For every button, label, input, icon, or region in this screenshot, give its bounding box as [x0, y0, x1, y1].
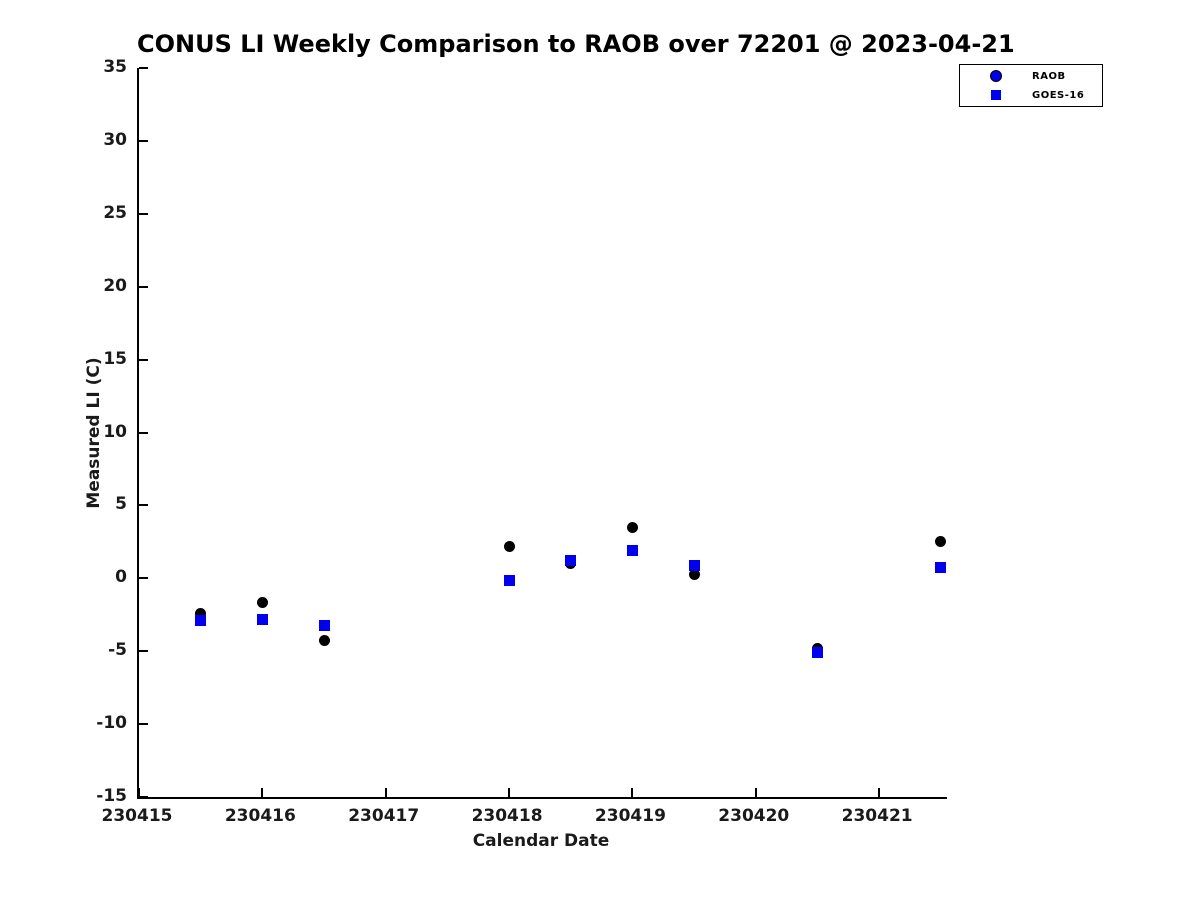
y-axis-tick-label: 0 — [115, 567, 127, 588]
x-axis-tick — [261, 788, 264, 797]
x-axis-tick — [754, 788, 757, 797]
y-axis-tick-label: 5 — [115, 494, 127, 515]
y-axis-tick — [139, 650, 148, 653]
x-axis-tick — [631, 788, 634, 797]
y-axis-tick — [139, 139, 148, 142]
goes16-data-marker — [503, 574, 515, 586]
raob-data-marker — [195, 607, 207, 619]
x-axis-tick-label: 230416 — [224, 806, 296, 826]
legend-item-raob: RAOB — [960, 68, 1102, 84]
y-axis-tick — [139, 67, 148, 69]
raob-data-marker — [626, 521, 638, 533]
x-axis-tick — [384, 788, 387, 797]
y-axis-tick-label: 15 — [103, 348, 127, 369]
y-axis-tick-label: -15 — [96, 786, 127, 806]
goes16-data-marker — [195, 615, 207, 627]
y-axis-tick-label: 25 — [103, 202, 127, 223]
goes16-data-marker — [811, 647, 823, 659]
raob-data-marker — [935, 535, 947, 547]
x-axis-tick-label: 230417 — [348, 806, 420, 826]
y-axis-tick-label: -10 — [96, 713, 127, 734]
legend: RAOB GOES-16 — [959, 64, 1103, 107]
y-axis-tick — [139, 723, 148, 726]
legend-marker-cell — [960, 70, 1032, 82]
plot-area — [137, 67, 947, 799]
y-axis-tick — [139, 285, 148, 288]
legend-label-goes16: GOES-16 — [1032, 89, 1085, 101]
y-axis-tick — [139, 796, 148, 798]
y-axis-tick — [139, 358, 148, 361]
y-axis-tick-label: -5 — [108, 640, 127, 661]
y-axis-tick-label: 30 — [103, 129, 127, 150]
goes16-data-marker — [318, 620, 330, 632]
legend-label-raob: RAOB — [1032, 70, 1066, 82]
x-axis-tick — [878, 788, 881, 797]
raob-circle-marker-icon — [990, 70, 1002, 82]
y-axis-tick-label: 35 — [103, 57, 127, 77]
x-axis-tick-label: 230421 — [841, 806, 913, 826]
goes16-data-marker — [688, 560, 700, 572]
raob-data-marker — [318, 634, 330, 646]
x-axis-tick-label: 230419 — [594, 806, 666, 826]
goes16-data-marker — [626, 545, 638, 557]
x-axis-tick-label: 230415 — [101, 806, 173, 826]
raob-data-marker — [688, 569, 700, 581]
x-axis-tick — [138, 788, 140, 797]
x-axis-label: Calendar Date — [472, 831, 610, 851]
y-axis-tick — [139, 577, 148, 580]
y-axis-tick — [139, 431, 148, 434]
y-axis-tick-label: 10 — [103, 421, 127, 442]
raob-data-marker — [503, 540, 515, 552]
goes16-data-marker — [256, 613, 268, 625]
x-axis-tick — [508, 788, 511, 797]
legend-item-goes16: GOES-16 — [960, 87, 1102, 103]
goes16-data-marker — [565, 554, 577, 566]
y-axis-tick — [139, 504, 148, 507]
goes16-square-marker-icon — [991, 90, 1001, 100]
y-axis-tick-label: 20 — [103, 275, 127, 296]
x-axis-tick-label: 230420 — [718, 806, 790, 826]
legend-marker-cell — [960, 90, 1032, 100]
y-axis-tick — [139, 212, 148, 215]
chart-title: CONUS LI Weekly Comparison to RAOB over … — [137, 30, 1015, 58]
goes16-data-marker — [935, 561, 947, 573]
raob-data-marker — [256, 596, 268, 608]
x-axis-tick-label: 230418 — [471, 806, 543, 826]
